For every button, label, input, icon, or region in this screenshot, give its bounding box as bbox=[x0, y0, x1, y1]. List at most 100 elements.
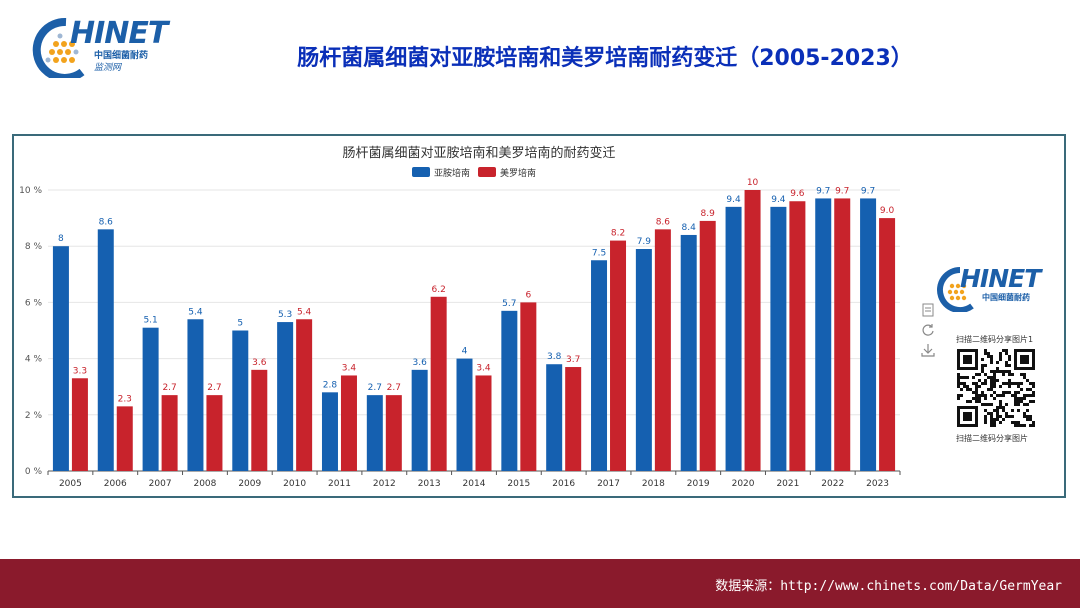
data-label: 8.2 bbox=[611, 229, 625, 239]
document-icon[interactable] bbox=[920, 302, 936, 318]
bar-meropenem-2022 bbox=[834, 198, 851, 471]
bar-imipenem-2018 bbox=[635, 249, 652, 471]
bar-meropenem-2014 bbox=[475, 375, 492, 471]
bar-imipenem-2016 bbox=[546, 364, 563, 471]
x-tick-label: 2018 bbox=[642, 479, 665, 489]
data-label: 9.7 bbox=[835, 186, 849, 196]
bar-imipenem-2022 bbox=[815, 198, 832, 471]
x-tick-label: 2006 bbox=[104, 479, 127, 489]
data-label: 9.0 bbox=[880, 206, 895, 216]
data-label: 2.7 bbox=[368, 383, 382, 393]
logo-cn-subtext: 监测网 bbox=[94, 63, 122, 73]
bar-imipenem-2020 bbox=[725, 206, 742, 472]
data-label: 3.8 bbox=[547, 352, 562, 362]
logo-cn-text: 中国细菌耐药 bbox=[94, 51, 149, 61]
bar-meropenem-2008 bbox=[206, 395, 223, 471]
bar-meropenem-2006 bbox=[116, 406, 133, 471]
legend-swatch-1 bbox=[412, 167, 430, 177]
data-label: 6 bbox=[525, 290, 531, 300]
qr-code[interactable] bbox=[954, 346, 1038, 430]
slide-title: 肠杆菌属细菌对亚胺培南和美罗培南耐药变迁（2005-2023） bbox=[297, 46, 913, 71]
bar-meropenem-2019 bbox=[699, 220, 716, 471]
side-logo-icon bbox=[937, 267, 974, 312]
side-chinet-logo: HINET 中国细菌耐药 bbox=[934, 264, 1064, 312]
x-tick-label: 2012 bbox=[373, 479, 396, 489]
data-label: 9.4 bbox=[726, 195, 741, 205]
data-label: 2.8 bbox=[323, 380, 338, 390]
bar-imipenem-2005 bbox=[52, 246, 69, 471]
bar-imipenem-2019 bbox=[680, 234, 697, 471]
data-label: 6.2 bbox=[431, 285, 445, 295]
bar-imipenem-2021 bbox=[770, 206, 787, 472]
data-label: 8.4 bbox=[682, 223, 697, 233]
data-label: 8.6 bbox=[99, 217, 114, 227]
data-label: 8 bbox=[58, 234, 64, 244]
bar-meropenem-2021 bbox=[789, 201, 806, 471]
bar-imipenem-2007 bbox=[142, 327, 159, 471]
data-label: 5.4 bbox=[297, 307, 312, 317]
x-tick-label: 2017 bbox=[597, 479, 620, 489]
data-label: 5.3 bbox=[278, 310, 292, 320]
bar-imipenem-2009 bbox=[232, 330, 249, 471]
data-label: 2.7 bbox=[387, 383, 401, 393]
data-label: 5 bbox=[237, 319, 243, 329]
bar-meropenem-2016 bbox=[565, 367, 582, 471]
bar-meropenem-2015 bbox=[520, 302, 537, 471]
x-tick-label: 2007 bbox=[149, 479, 172, 489]
bar-imipenem-2017 bbox=[591, 260, 608, 471]
x-tick-label: 2014 bbox=[463, 479, 486, 489]
x-tick-label: 2016 bbox=[552, 479, 575, 489]
x-tick-label: 2005 bbox=[59, 479, 82, 489]
chinet-logo: HINET 中国细菌耐药 监测网 bbox=[32, 14, 182, 78]
data-label: 9.7 bbox=[816, 186, 830, 196]
bar-meropenem-2018 bbox=[654, 229, 671, 471]
bar-imipenem-2014 bbox=[456, 358, 473, 471]
y-tick-label: 8 % bbox=[25, 242, 43, 252]
bar-imipenem-2010 bbox=[277, 322, 294, 471]
y-tick-label: 10 % bbox=[19, 186, 42, 196]
data-label: 9.7 bbox=[861, 186, 875, 196]
bar-meropenem-2005 bbox=[71, 378, 88, 471]
bar-imipenem-2012 bbox=[366, 395, 383, 471]
data-label: 8.9 bbox=[701, 209, 716, 219]
legend-label-1: 亚胺培南 bbox=[434, 167, 470, 179]
y-tick-label: 2 % bbox=[25, 411, 43, 421]
data-label: 9.6 bbox=[790, 189, 805, 199]
refresh-icon[interactable] bbox=[920, 322, 936, 338]
chart-title: 肠杆菌属细菌对亚胺培南和美罗培南的耐药变迁 bbox=[342, 145, 615, 161]
chinet-logo-icon bbox=[32, 17, 85, 78]
data-label: 7.9 bbox=[637, 237, 652, 247]
y-tick-label: 0 % bbox=[25, 467, 43, 477]
download-icon[interactable] bbox=[920, 342, 936, 358]
qr-caption-top: 扫描二维码分享图片1 bbox=[956, 335, 1034, 344]
bar-imipenem-2011 bbox=[321, 392, 338, 471]
bar-meropenem-2011 bbox=[340, 375, 357, 471]
y-tick-label: 4 % bbox=[25, 355, 43, 365]
footer-source: 数据来源：http://www.chinets.com/Data/GermYea… bbox=[715, 579, 1062, 594]
data-label: 3.3 bbox=[73, 366, 87, 376]
bar-meropenem-2012 bbox=[385, 395, 402, 471]
data-label: 3.6 bbox=[252, 358, 267, 368]
x-tick-label: 2015 bbox=[507, 479, 530, 489]
data-label: 3.6 bbox=[412, 358, 427, 368]
x-tick-label: 2019 bbox=[687, 479, 710, 489]
footer-bar: 数据来源：http://www.chinets.com/Data/GermYea… bbox=[0, 559, 1080, 608]
data-label: 9.4 bbox=[771, 195, 786, 205]
x-tick-label: 2011 bbox=[328, 479, 351, 489]
x-tick-label: 2013 bbox=[418, 479, 441, 489]
x-tick-label: 2010 bbox=[283, 479, 306, 489]
bar-imipenem-2023 bbox=[860, 198, 877, 471]
y-tick-label: 6 % bbox=[25, 298, 43, 308]
side-logo-wordmark: HINET bbox=[960, 264, 1041, 293]
bar-meropenem-2023 bbox=[879, 218, 896, 471]
data-label: 4 bbox=[462, 347, 468, 357]
x-tick-label: 2023 bbox=[866, 479, 889, 489]
data-label: 10 bbox=[747, 178, 759, 188]
bar-meropenem-2017 bbox=[610, 240, 627, 471]
data-label: 3.4 bbox=[342, 363, 357, 373]
data-label: 3.4 bbox=[476, 363, 491, 373]
x-tick-label: 2021 bbox=[776, 479, 799, 489]
data-label: 2.3 bbox=[118, 394, 132, 404]
data-label: 5.4 bbox=[188, 307, 203, 317]
